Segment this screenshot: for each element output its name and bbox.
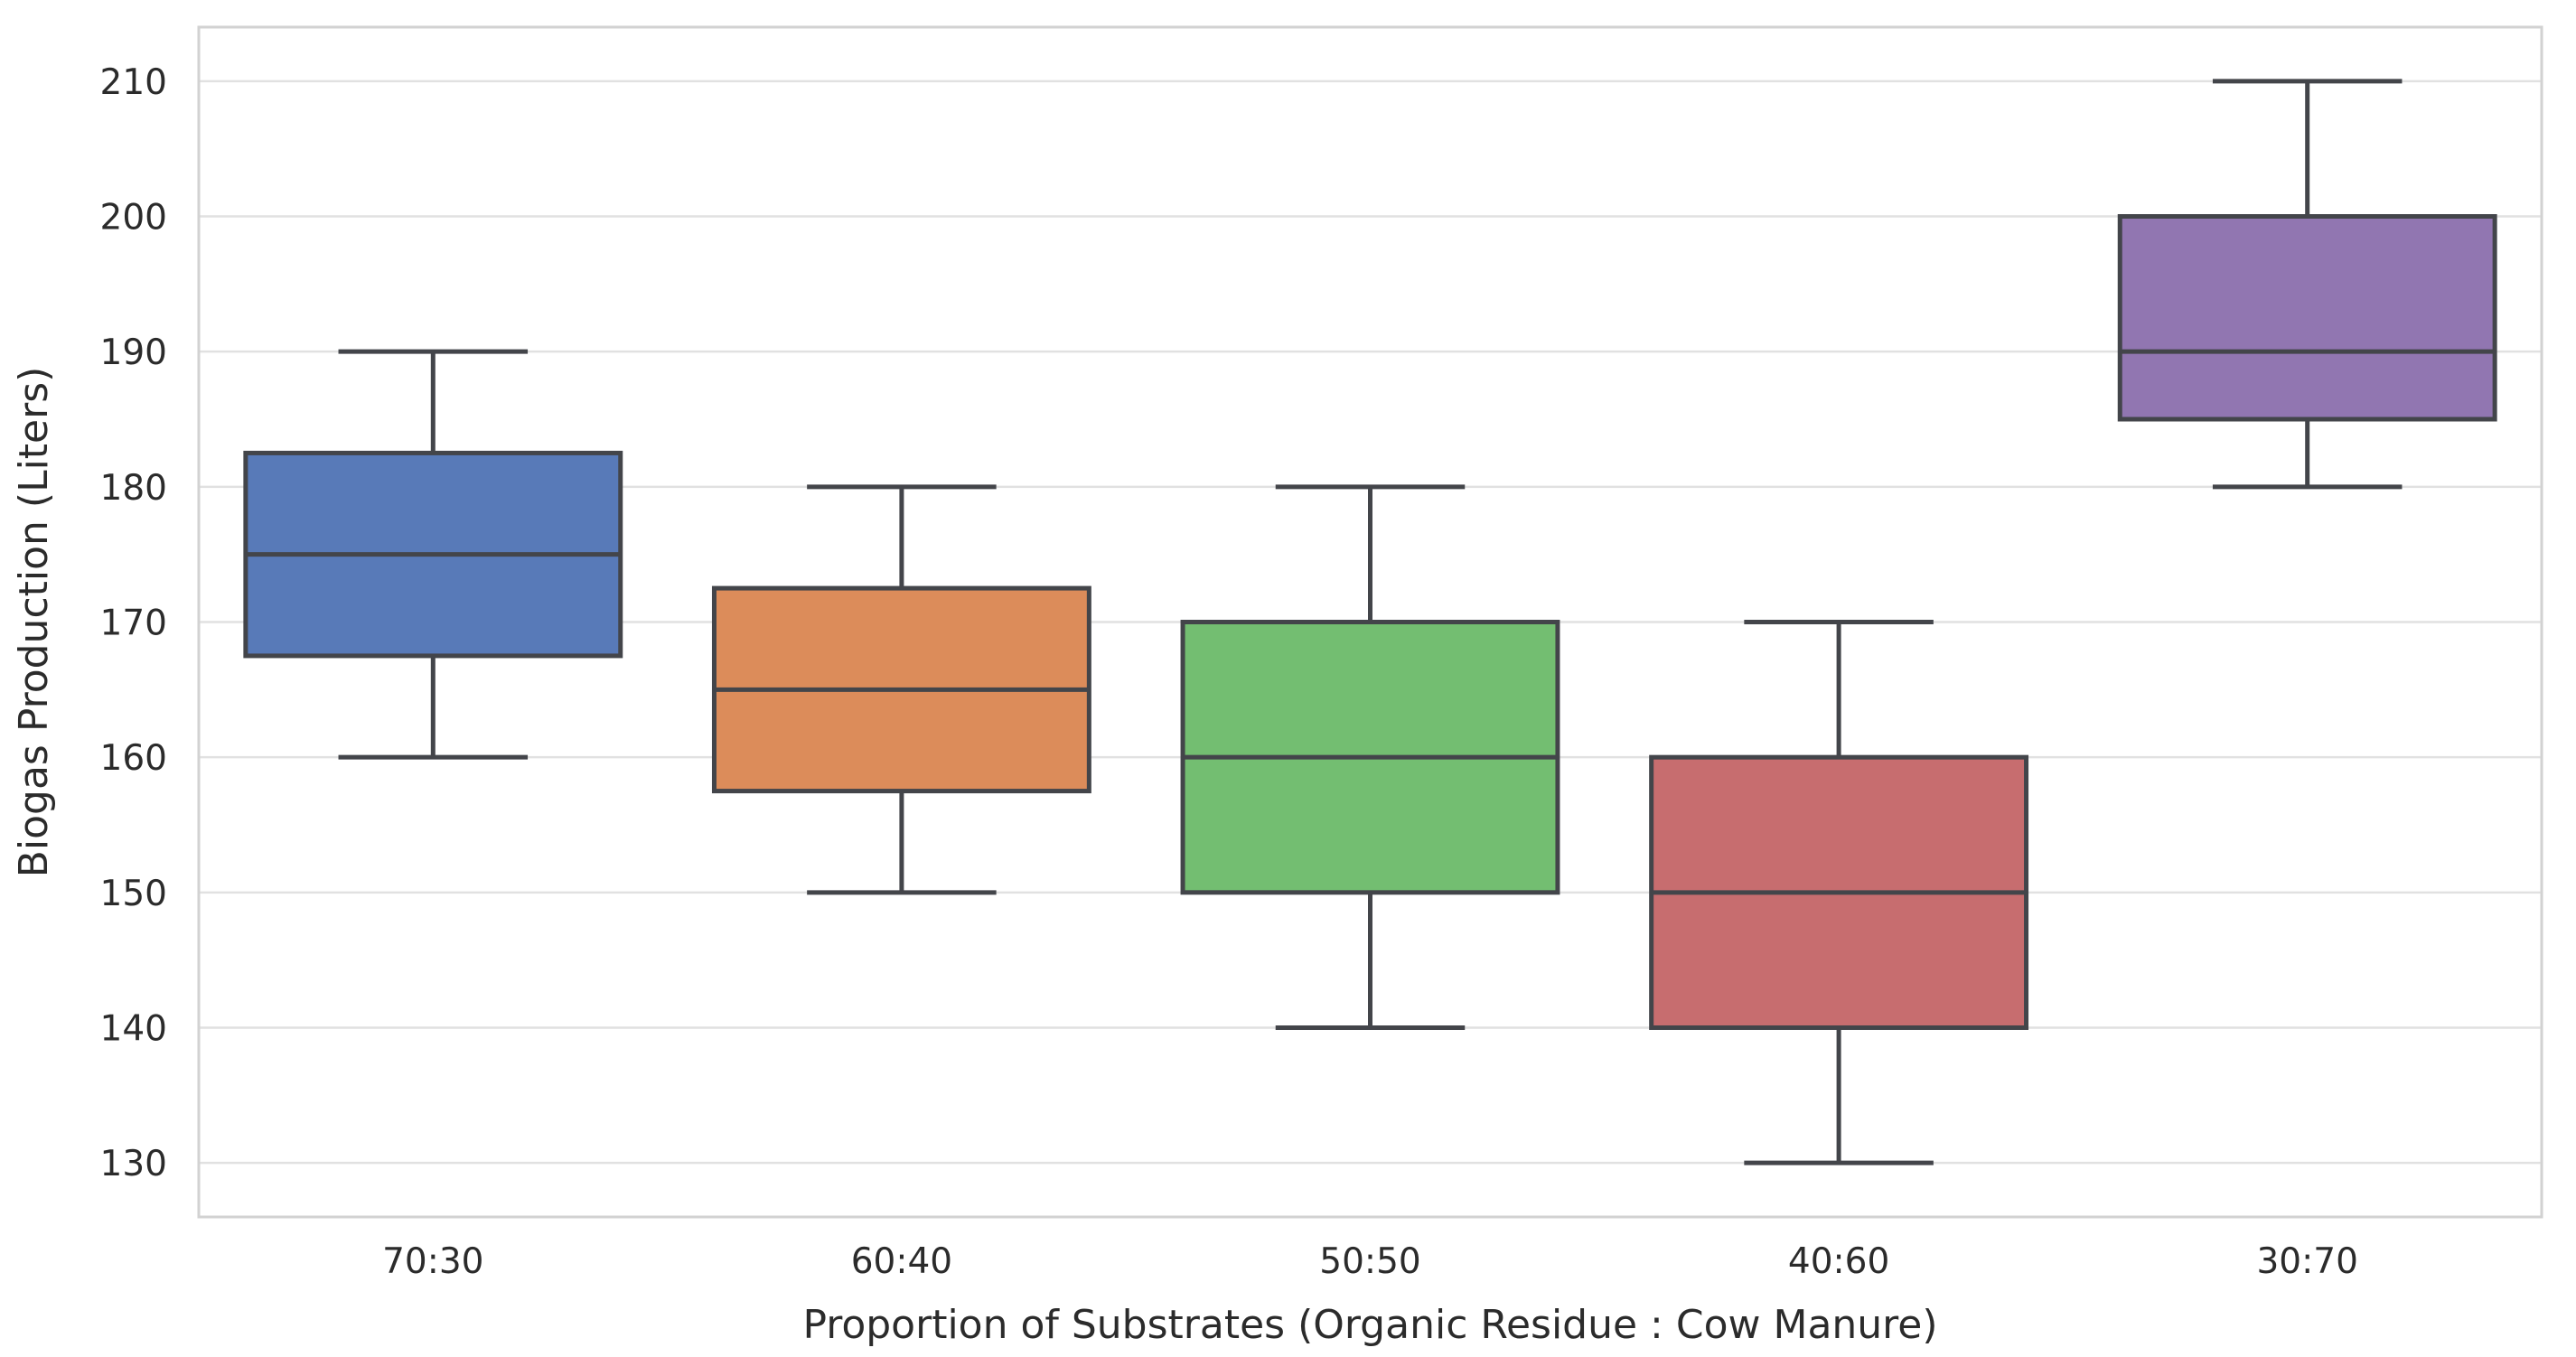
x-tick-label: 70:30 (382, 1241, 483, 1282)
y-tick-label: 180 (100, 468, 167, 509)
box-group (1649, 620, 2029, 1165)
x-tick-label: 60:40 (851, 1241, 952, 1282)
tick-layer: 130 140 150 160 170 180 190 200 210 70:30 60:40 50:… (100, 62, 2358, 1282)
y-tick-label: 170 (100, 604, 167, 644)
box-group (243, 349, 623, 760)
x-tick-label: 40:60 (1788, 1241, 1889, 1282)
box-layer (243, 79, 2497, 1165)
y-tick-label: 130 (100, 1144, 167, 1184)
y-tick-label: 210 (100, 62, 167, 103)
iqr-box (2117, 214, 2497, 422)
box-group (1180, 484, 1560, 1030)
y-axis-title: Biogas Production (Liters) (11, 367, 57, 878)
y-tick-label: 190 (100, 332, 167, 373)
x-axis-title: Proportion of Substrates (Organic Residu… (802, 1302, 1937, 1348)
y-tick-label: 140 (100, 1008, 167, 1049)
box-group (711, 484, 1091, 895)
y-tick-label: 150 (100, 874, 167, 914)
box-group (2117, 79, 2497, 490)
y-tick-label: 160 (100, 738, 167, 779)
plot-frame (197, 25, 2543, 1219)
x-tick-label: 30:70 (2256, 1241, 2357, 1282)
y-tick-label: 200 (100, 198, 167, 239)
x-tick-label: 50:50 (1319, 1241, 1420, 1282)
